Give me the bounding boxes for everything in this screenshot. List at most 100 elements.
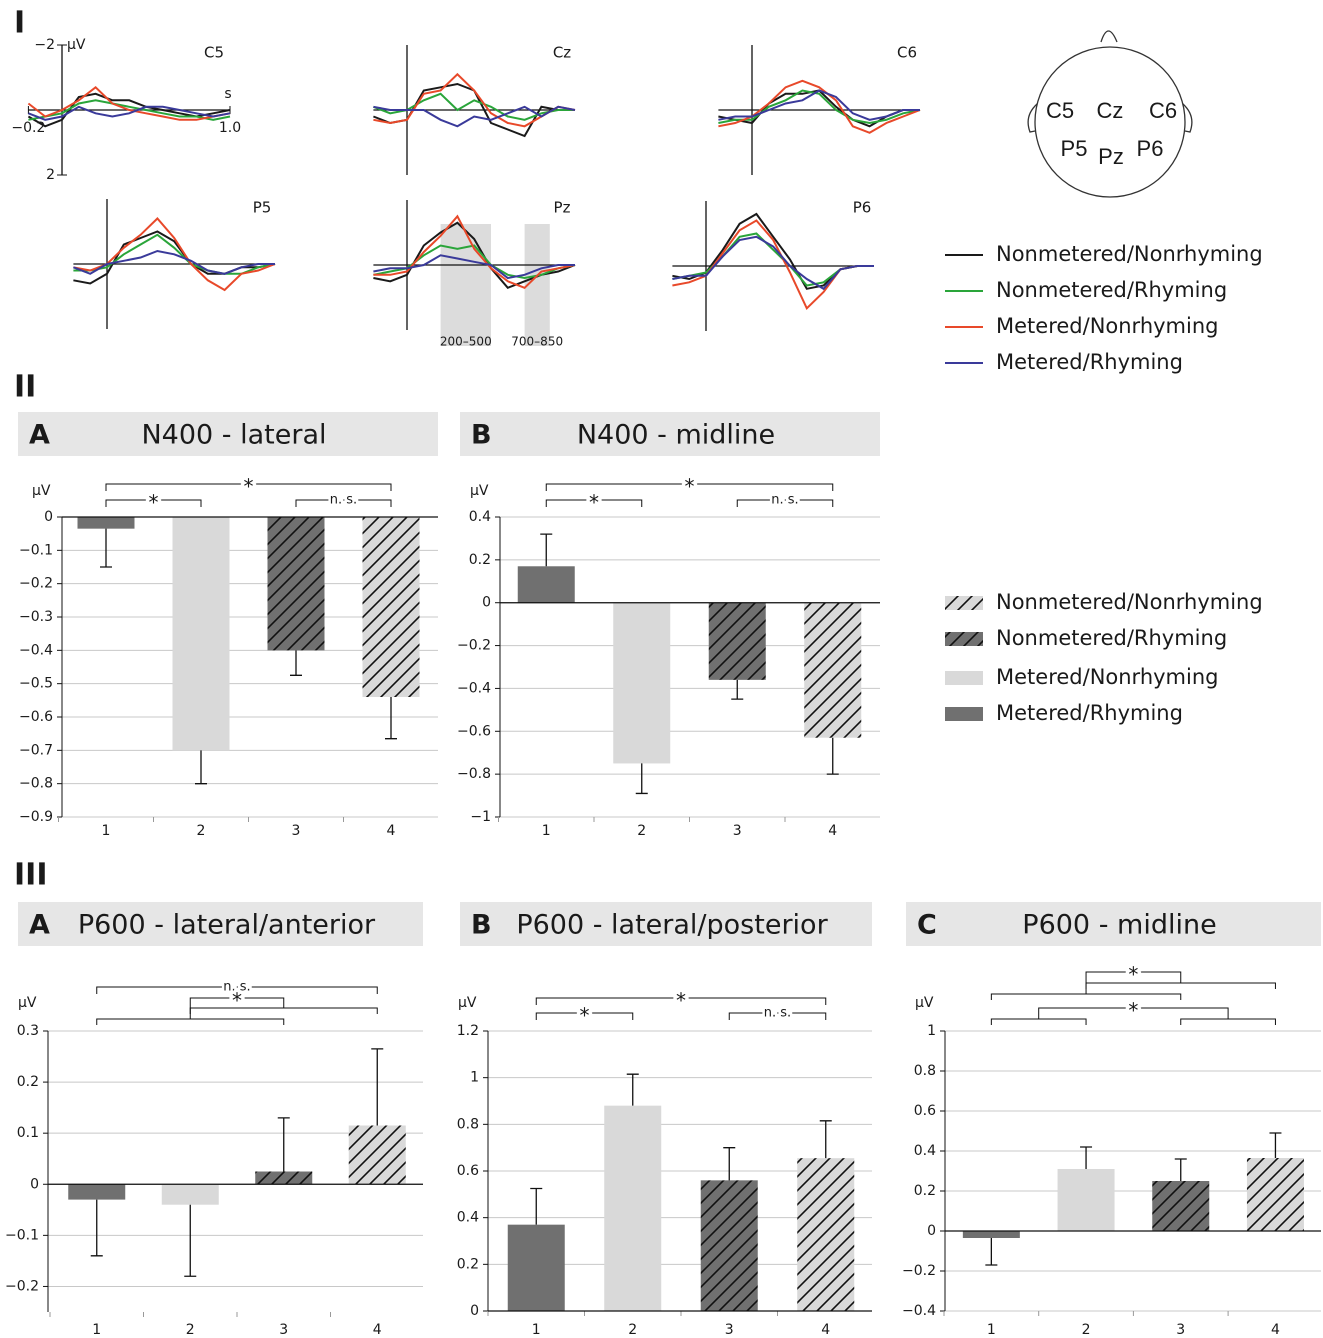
bar: [68, 1184, 126, 1200]
comparison-label: n. s.: [223, 980, 250, 995]
bar: [708, 602, 766, 680]
comparison-bracket: [96, 986, 378, 994]
bar: [77, 517, 135, 529]
error-bar: [100, 528, 112, 568]
error-bar: [530, 1187, 543, 1225]
error-bar: [626, 1073, 639, 1106]
panel-header: [460, 902, 872, 946]
bar: [507, 1224, 565, 1311]
y-tick-label: −0.1: [5, 1227, 39, 1243]
bar: [172, 517, 230, 751]
panel-header: [18, 412, 438, 456]
comparison-label: n. s.: [330, 493, 357, 508]
error-bar: [731, 679, 744, 700]
y-tick-label: 0: [44, 509, 53, 525]
y-tick-label: 0.1: [17, 1125, 39, 1141]
group-bracket: [1180, 1018, 1276, 1025]
erp-line: [28, 99, 231, 121]
error-bar: [371, 1048, 384, 1126]
error-bar: [290, 650, 302, 676]
y-tick-label: −0.2: [19, 576, 53, 592]
comparison-bracket: [545, 499, 643, 507]
y-axis-label: µV: [458, 995, 477, 1011]
error-bar: [195, 750, 207, 785]
panel-title: P600 - lateral/posterior: [516, 910, 828, 941]
error-bar: [277, 1117, 290, 1172]
legend-swatch: [945, 707, 983, 721]
error-bar: [985, 1238, 998, 1266]
erp-line: [73, 249, 275, 275]
panel-title: P6: [853, 199, 872, 217]
x-tick-label: 4: [828, 823, 837, 839]
legend-label: Nonmetered/Rhyming: [996, 626, 1227, 650]
erp-line: [27, 85, 231, 121]
y-tick-label: −0.2: [5, 1278, 39, 1294]
x-tick-label: 2: [197, 823, 206, 839]
comparison-bracket: [728, 1012, 827, 1020]
y-tick-label: 0.2: [469, 552, 491, 568]
comparison-label: *: [580, 1004, 590, 1028]
comparison-label: *: [589, 491, 599, 515]
legend-swatch: [945, 671, 983, 685]
y-tick-label: 0: [470, 1303, 479, 1319]
x-tick-label: 2: [637, 823, 646, 839]
erp-line: [718, 89, 920, 121]
error-bar: [826, 737, 839, 775]
panel-title: Pz: [554, 199, 571, 217]
x-axis-label: s: [224, 86, 231, 102]
bar: [962, 1231, 1020, 1238]
x-tick-label: 1: [532, 1322, 541, 1338]
legend-label: Metered/Nonrhyming: [996, 314, 1219, 338]
panel-letter: B: [471, 420, 492, 451]
y-tick-label: −0.2: [902, 1263, 936, 1279]
legend-label: Nonmetered/Nonrhyming: [996, 590, 1263, 614]
y-tick-label: −2: [34, 37, 55, 53]
panel-title: N400 - midline: [577, 420, 775, 451]
section-label: I: [14, 6, 25, 41]
panel-title: P5: [253, 199, 272, 217]
y-tick-label: 1: [927, 1023, 936, 1039]
x-tick-label: 3: [1176, 1322, 1185, 1338]
y-axis-label: µV: [470, 483, 489, 499]
x-tick-label: 4: [387, 823, 396, 839]
panel-title: P600 - lateral/anterior: [78, 910, 376, 941]
electrode-label: C6: [1149, 98, 1177, 123]
erp-line: [373, 105, 576, 128]
comparison-bracket: [295, 499, 392, 507]
comparison-bracket: [535, 1012, 634, 1020]
y-tick-label: 0.2: [17, 1074, 39, 1090]
y-tick-label: −0.8: [19, 776, 53, 792]
y-tick-label: 0.8: [457, 1116, 479, 1132]
x-tick-label: 1: [987, 1322, 996, 1338]
error-bar: [723, 1147, 736, 1181]
comparison-bracket: [105, 483, 392, 491]
y-tick-label: −1: [470, 809, 491, 825]
comparison-label: *: [244, 475, 254, 499]
group-bracket: [990, 993, 1182, 1000]
x-tick-label: 2: [628, 1322, 637, 1338]
head-outline: [1034, 46, 1186, 198]
y-tick-label: −0.6: [457, 723, 491, 739]
legend-label: Metered/Rhyming: [996, 350, 1183, 374]
comparison-label: n. s.: [764, 1006, 791, 1021]
panel-header: [906, 902, 1321, 946]
error-bar: [635, 763, 648, 795]
x-tick-label: 1: [542, 823, 551, 839]
comparison-label: *: [232, 989, 242, 1013]
bar: [1057, 1169, 1115, 1231]
y-tick-label: 0.2: [914, 1183, 936, 1199]
window-label: 200–500: [440, 335, 492, 349]
bar: [1152, 1181, 1210, 1231]
comparison-bracket: [736, 499, 834, 507]
bar: [255, 1171, 313, 1185]
erp-line: [672, 235, 874, 291]
x-tick-label: 3: [279, 1322, 288, 1338]
window-label: 700–850: [511, 335, 563, 349]
electrode-label: P6: [1137, 136, 1164, 161]
y-tick-label: 0.4: [914, 1143, 936, 1159]
y-tick-label: −0.3: [19, 609, 53, 625]
erp-line: [672, 219, 874, 310]
legend-label: Nonmetered/Nonrhyming: [996, 242, 1263, 266]
y-tick-label: −0.7: [19, 742, 53, 758]
